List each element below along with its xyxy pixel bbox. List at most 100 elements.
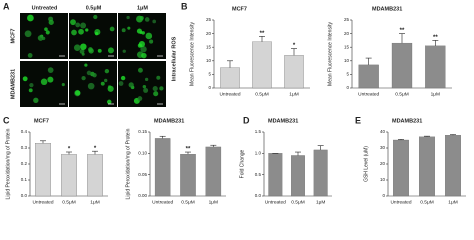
y-tick-label: 0.5 [255,172,262,177]
bar [445,135,461,197]
chart-title: MDAMB231 [392,118,422,124]
cell [141,52,147,59]
x-tick-label: 0.5μM [62,199,75,205]
cell [33,97,39,104]
y-tick-label: 5 [346,72,349,77]
y-tick-label: 1.5 [255,129,262,134]
y-tick-label: 0 [346,85,349,90]
cell [120,75,126,81]
cell [104,78,108,83]
cell [126,15,130,20]
significance: * [68,147,71,153]
panel-letter: A [3,1,10,11]
x-tick-label: 0.5μM [291,199,304,205]
panel-letter: D [243,115,250,125]
cell [140,46,147,53]
cell [145,32,153,40]
cell [121,28,126,33]
y-tick-label: 10 [206,58,212,63]
panel-letter: E [355,115,361,125]
cell [45,30,50,35]
cell [74,90,81,96]
cell [141,31,145,35]
cell [109,26,115,32]
panel-letter: C [3,115,10,125]
row-label: MCF7 [10,29,16,44]
bar [180,154,196,197]
cell [28,88,33,93]
y-tick-label: 5 [208,72,211,77]
cell [153,91,159,97]
panel-letter: B [181,1,188,11]
cell [48,19,54,25]
cell [159,86,164,91]
y-axis-label: Fold Change [239,149,245,178]
y-tick-label: 0.0 [255,193,262,198]
cell [87,82,95,90]
cell [94,31,99,36]
cell [84,63,88,67]
x-tick-label: 1μM [90,199,99,205]
error-bar [424,135,430,137]
y-tick-label: 40 [380,129,386,134]
y-tick-label: 10 [380,177,386,182]
error-bar [259,36,265,42]
column-label: 0.5μM [86,5,102,11]
cell [107,47,114,54]
cell [107,85,114,92]
y-tick-label: 0.1 [21,177,28,182]
cell [136,28,143,34]
x-tick-label: Untreated [219,91,240,97]
cell [142,84,147,89]
y-tick-label: 0.05 [138,172,147,177]
error-bar [159,135,166,139]
error-bar [291,48,297,56]
y-axis-label: GSH Level (uM) [363,146,369,182]
column-label: Untreated [32,5,58,11]
cell [85,28,89,32]
cell [136,15,143,23]
significance: ** [260,31,265,37]
cell [75,22,81,28]
cell [152,85,158,92]
column-label: 1μM [137,5,148,11]
x-tick-label: Untreated [32,199,53,205]
error-bar [432,40,439,46]
y-tick-label: 20 [206,31,212,36]
bar [393,139,409,197]
cell [44,27,48,32]
cell [137,67,143,73]
error-bar [66,151,72,155]
bar [205,146,222,197]
cell [27,14,34,22]
y-axis-label: Lipid Peroxidation/mg of Protein [125,128,131,199]
y-tick-label: 20 [380,161,386,166]
x-tick-label: Untreated [390,199,411,205]
cell [80,43,87,50]
y-tick-label: 20 [344,31,350,36]
y-axis-label: Mean Fluorescence Intensity [189,22,195,86]
y-tick-label: 0.4 [21,129,28,134]
cell [88,48,94,54]
cell [156,75,161,80]
bar [313,149,328,197]
cell [137,96,143,101]
cell [86,70,92,76]
x-tick-label: 0.5μM [255,91,268,97]
cell [97,48,102,53]
x-tick-label: 1μM [431,91,440,97]
y-tick-label: 0.0 [21,193,28,198]
x-tick-label: Untreated [358,91,379,97]
error-bar [92,150,98,155]
cell [80,22,87,29]
cell [22,76,28,82]
cell [143,87,149,93]
bar [35,143,51,197]
bar [358,64,379,89]
cell [93,14,98,20]
error-bar [210,144,217,147]
cell [149,39,154,44]
x-tick-label: 0.5μM [420,199,433,205]
error-bar [398,139,404,140]
y-tick-label: 0.3 [21,145,28,150]
